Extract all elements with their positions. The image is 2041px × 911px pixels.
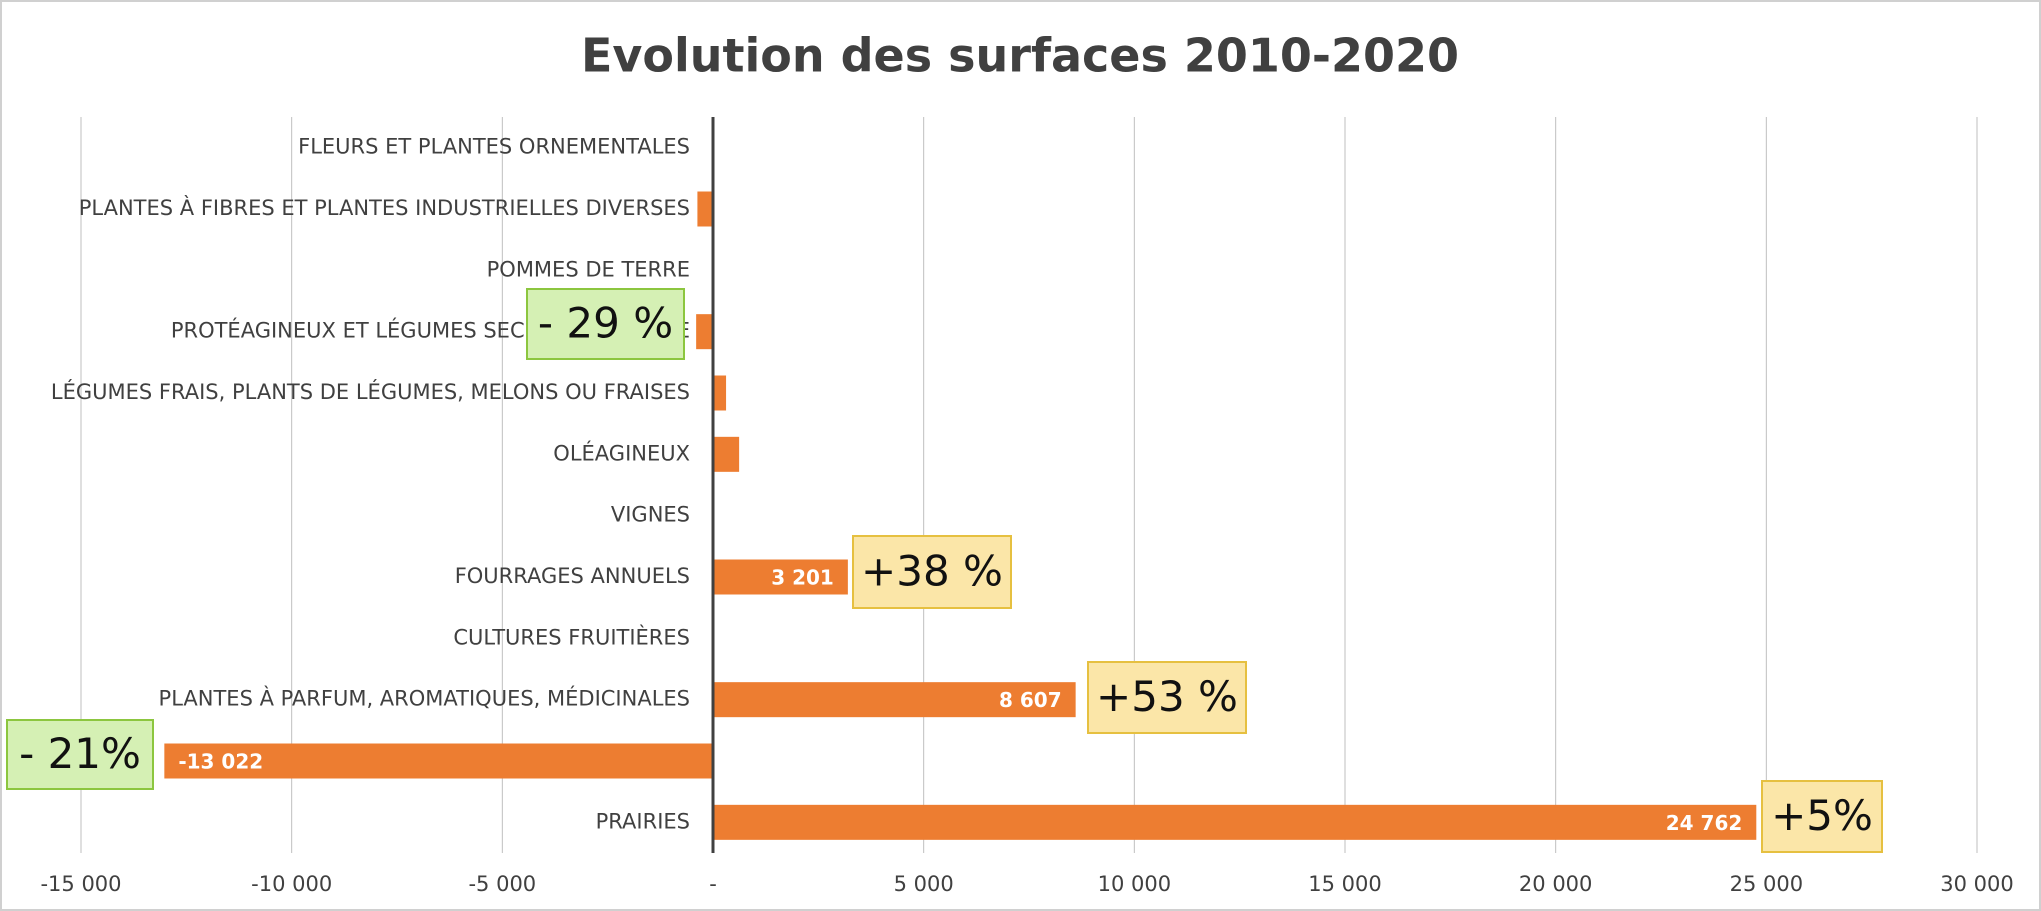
x-tick-label: - [709, 872, 717, 896]
x-tick-label: -5 000 [468, 872, 536, 896]
x-tick-label: 20 000 [1519, 872, 1592, 896]
category-label: LÉGUMES FRAIS, PLANTS DE LÉGUMES, MELONS… [51, 379, 690, 404]
annotation: +38 % [861, 547, 1003, 596]
category-label: PLANTES À FIBRES ET PLANTES INDUSTRIELLE… [79, 195, 690, 220]
bar [164, 743, 714, 779]
value-label: 8 607 [999, 688, 1062, 712]
bar [713, 804, 1757, 840]
annotation: +53 % [1096, 672, 1238, 721]
x-tick-label: 10 000 [1098, 872, 1171, 896]
bar [713, 682, 1076, 718]
x-tick-label: -15 000 [40, 872, 121, 896]
category-label: PRAIRIES [596, 809, 690, 833]
annotation: - 21% [19, 729, 141, 778]
x-tick-label: -10 000 [251, 872, 332, 896]
category-label: VIGNES [611, 503, 690, 527]
category-label: PLANTES À PARFUM, AROMATIQUES, MÉDICINAL… [159, 686, 690, 711]
category-label: FOURRAGES ANNUELS [455, 564, 690, 588]
value-label: 24 762 [1666, 811, 1743, 835]
category-label: OLÉAGINEUX [553, 440, 690, 465]
chart-title: Evolution des surfaces 2010-2020 [581, 29, 1459, 83]
annotation-box [852, 535, 1012, 609]
bar [697, 191, 713, 227]
annotation: +5% [1771, 791, 1873, 840]
bar [713, 436, 740, 472]
annotation: - 29 % [538, 299, 673, 348]
bar [713, 375, 727, 411]
category-label: FLEURS ET PLANTES ORNEMENTALES [298, 135, 690, 159]
value-label: 3 201 [771, 566, 834, 590]
x-tick-label: 30 000 [1940, 872, 2013, 896]
category-label: CULTURES FRUITIÈRES [453, 624, 690, 649]
category-label: POMMES DE TERRE [487, 257, 690, 281]
annotation-box [526, 288, 685, 360]
x-tick-label: 25 000 [1730, 872, 1803, 896]
bar [696, 314, 713, 350]
annotation-box [1761, 780, 1883, 853]
bar [713, 559, 848, 595]
x-tick-label: 5 000 [894, 872, 954, 896]
annotation-box [6, 719, 154, 790]
annotation-box [1087, 661, 1247, 734]
x-tick-label: 15 000 [1308, 872, 1381, 896]
value-label: -13 022 [178, 750, 263, 774]
